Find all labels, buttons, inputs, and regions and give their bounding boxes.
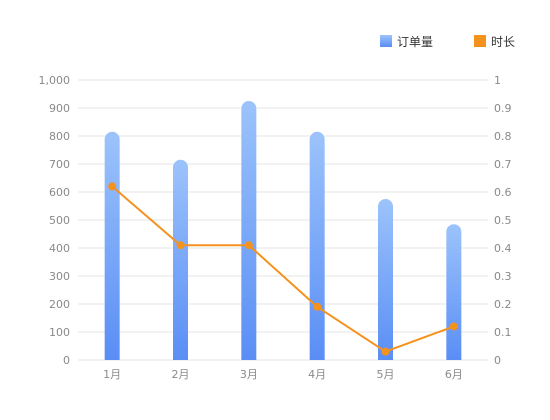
grid-lines bbox=[78, 79, 488, 361]
legend[interactable]: 订单量 时长 bbox=[380, 35, 515, 49]
right-tick-label: 0.6 bbox=[494, 186, 512, 199]
line-point[interactable] bbox=[381, 347, 390, 356]
right-tick-label: 0.7 bbox=[494, 158, 512, 171]
left-tick-label: 100 bbox=[49, 326, 70, 339]
legend-swatch bbox=[380, 35, 392, 47]
line-series-duration bbox=[108, 182, 458, 356]
right-tick-label: 0.2 bbox=[494, 298, 512, 311]
left-tick-label: 900 bbox=[49, 102, 70, 115]
line-point[interactable] bbox=[176, 241, 185, 250]
left-y-axis: 0 100 200 300 400 500 600 700 800 900 1,000 bbox=[39, 74, 71, 367]
x-tick-label: 5月 bbox=[377, 368, 395, 381]
legend-swatch bbox=[474, 35, 486, 47]
line-point[interactable] bbox=[449, 322, 458, 331]
left-tick-label: 0 bbox=[63, 354, 70, 367]
x-tick-label: 6月 bbox=[445, 368, 463, 381]
bar[interactable] bbox=[446, 224, 462, 360]
legend-label: 订单量 bbox=[397, 35, 433, 49]
bar[interactable] bbox=[241, 100, 257, 360]
left-tick-label: 500 bbox=[49, 214, 70, 227]
legend-label: 时长 bbox=[491, 35, 515, 49]
right-tick-label: 0.4 bbox=[494, 242, 512, 255]
left-tick-label: 700 bbox=[49, 158, 70, 171]
bar-series-order-count bbox=[104, 100, 462, 360]
bar[interactable] bbox=[173, 159, 188, 360]
left-tick-label: 300 bbox=[49, 270, 70, 283]
right-tick-label: 0.3 bbox=[494, 270, 512, 283]
bar[interactable] bbox=[309, 131, 325, 360]
bar[interactable] bbox=[104, 131, 120, 360]
right-y-axis: 0 0.1 0.2 0.3 0.4 0.5 0.6 0.7 0.8 0.9 1 bbox=[494, 74, 512, 367]
line-point[interactable] bbox=[244, 241, 253, 250]
line-point[interactable] bbox=[313, 302, 322, 311]
line-point[interactable] bbox=[108, 182, 117, 191]
right-tick-label: 0.9 bbox=[494, 102, 512, 115]
legend-item[interactable]: 订单量 bbox=[380, 35, 433, 49]
right-tick-label: 1 bbox=[494, 74, 501, 87]
x-tick-label: 3月 bbox=[240, 368, 258, 381]
x-tick-label: 1月 bbox=[103, 368, 121, 381]
bar[interactable] bbox=[378, 199, 393, 360]
duration-line bbox=[111, 185, 455, 353]
right-tick-label: 0 bbox=[494, 354, 501, 367]
x-axis: 1月 2月 3月 4月 5月 6月 bbox=[103, 368, 463, 381]
right-tick-label: 0.1 bbox=[494, 326, 512, 339]
left-tick-label: 600 bbox=[49, 186, 70, 199]
right-tick-label: 0.5 bbox=[494, 214, 512, 227]
right-tick-label: 0.8 bbox=[494, 130, 512, 143]
x-tick-label: 2月 bbox=[172, 368, 190, 381]
left-tick-label: 800 bbox=[49, 130, 70, 143]
left-tick-label: 400 bbox=[49, 242, 70, 255]
x-tick-label: 4月 bbox=[308, 368, 326, 381]
left-tick-label: 200 bbox=[49, 298, 70, 311]
left-tick-label: 1,000 bbox=[39, 74, 71, 87]
legend-item[interactable]: 时长 bbox=[474, 35, 515, 49]
